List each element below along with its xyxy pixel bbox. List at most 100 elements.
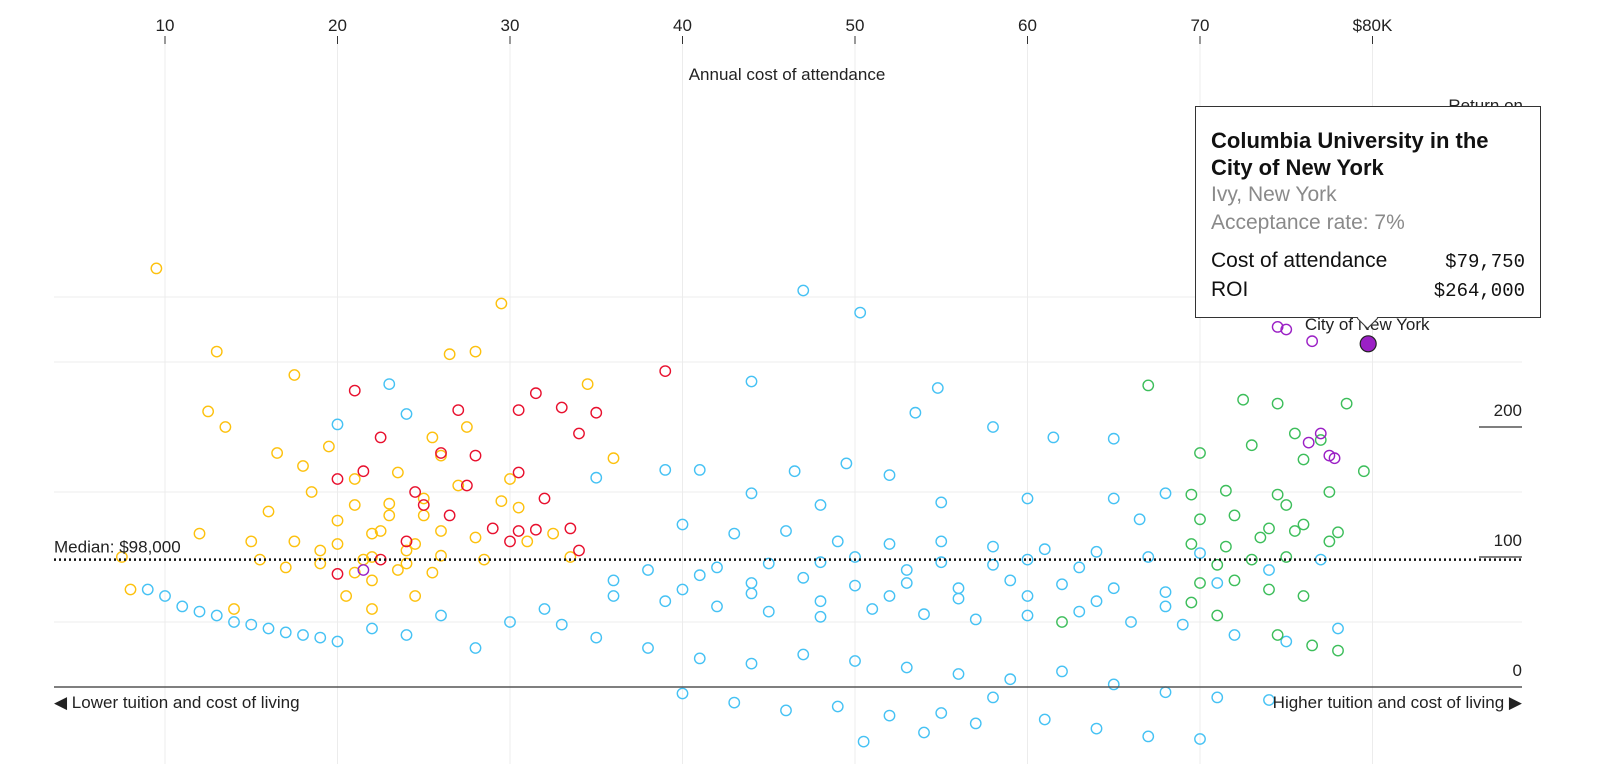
point-3-7[interactable] [1194, 447, 1206, 459]
point-0-15[interactable] [366, 527, 378, 540]
point-2-74[interactable] [1107, 678, 1120, 691]
point-2-5[interactable] [400, 408, 413, 420]
point-2-71[interactable] [952, 668, 965, 680]
point-2-63[interactable] [1332, 622, 1344, 635]
point-2-101[interactable] [297, 629, 309, 641]
point-0-43[interactable] [409, 590, 422, 602]
point-2-89[interactable] [857, 735, 870, 748]
point-2-91[interactable] [969, 717, 982, 730]
point-2-46[interactable] [1211, 577, 1224, 589]
point-3-13[interactable] [1323, 486, 1336, 498]
point-2-57[interactable] [1021, 609, 1034, 622]
point-1-10[interactable] [469, 449, 482, 462]
point-0-56[interactable] [435, 525, 447, 537]
point-2-84[interactable] [987, 691, 999, 704]
point-0-4[interactable] [219, 421, 232, 433]
point-2-7[interactable] [909, 406, 922, 419]
point-2-110[interactable] [538, 603, 551, 615]
point-2-27[interactable] [831, 535, 844, 548]
point-3-31[interactable] [1271, 629, 1284, 641]
point-2-121[interactable] [849, 551, 861, 563]
point-3-1[interactable] [1237, 393, 1250, 406]
point-1-4[interactable] [512, 404, 525, 416]
point-3-9[interactable] [1357, 465, 1370, 478]
point-2-65[interactable] [642, 642, 654, 654]
point-0-28[interactable] [374, 525, 387, 537]
point-2-36[interactable] [693, 569, 706, 582]
point-2-38[interactable] [797, 571, 810, 584]
point-0-47[interactable] [460, 421, 473, 433]
point-3-11[interactable] [1219, 484, 1232, 497]
point-2-79[interactable] [728, 696, 741, 709]
point-0-2[interactable] [495, 297, 508, 310]
point-2-54[interactable] [866, 603, 879, 615]
point-2-114[interactable] [814, 595, 827, 608]
point-2-51[interactable] [711, 600, 723, 613]
point-3-24[interactable] [1323, 535, 1336, 548]
point-2-119[interactable] [1159, 600, 1172, 613]
point-2-39[interactable] [849, 579, 861, 592]
point-0-0[interactable] [150, 262, 163, 275]
point-3-30[interactable] [1211, 609, 1224, 622]
point-1-20[interactable] [512, 525, 525, 537]
point-2-78[interactable] [676, 687, 689, 700]
point-0-9[interactable] [607, 452, 620, 465]
point-0-18[interactable] [417, 509, 430, 522]
point-2-109[interactable] [366, 622, 378, 635]
point-0-25[interactable] [314, 544, 327, 557]
point-3-25[interactable] [1194, 577, 1206, 589]
point-2-102[interactable] [314, 631, 327, 644]
point-2-127[interactable] [987, 558, 999, 571]
point-2-44[interactable] [1107, 582, 1120, 595]
point-2-128[interactable] [1073, 561, 1086, 574]
point-0-38[interactable] [271, 447, 284, 459]
point-0-44[interactable] [348, 499, 361, 511]
point-3-33[interactable] [1332, 644, 1344, 657]
point-2-61[interactable] [1228, 629, 1241, 641]
point-2-18[interactable] [814, 499, 827, 511]
point-2-26[interactable] [780, 525, 792, 537]
point-1-13[interactable] [512, 466, 525, 479]
point-3-21[interactable] [1219, 540, 1232, 553]
point-0-33[interactable] [366, 603, 378, 615]
point-0-54[interactable] [366, 551, 378, 563]
point-2-76[interactable] [1211, 691, 1224, 704]
point-2-72[interactable] [1004, 673, 1017, 686]
point-3-26[interactable] [1228, 574, 1241, 587]
point-1-26[interactable] [504, 535, 516, 548]
point-2-49[interactable] [607, 590, 620, 602]
point-2-58[interactable] [1073, 605, 1086, 618]
point-1-2[interactable] [529, 387, 542, 400]
point-0-40[interactable] [426, 431, 439, 444]
point-2-68[interactable] [797, 648, 810, 661]
point-2-83[interactable] [935, 707, 948, 719]
point-2-55[interactable] [918, 608, 930, 621]
point-2-25[interactable] [728, 527, 741, 540]
point-2-21[interactable] [1107, 492, 1120, 505]
point-1-27[interactable] [400, 535, 413, 548]
point-2-60[interactable] [1176, 618, 1189, 631]
point-2-105[interactable] [504, 616, 516, 628]
point-1-1[interactable] [348, 384, 361, 397]
point-2-96[interactable] [210, 609, 223, 622]
point-0-45[interactable] [391, 466, 404, 479]
point-0-20[interactable] [452, 479, 465, 492]
point-3-36[interactable] [1245, 553, 1258, 566]
point-2-95[interactable] [193, 605, 206, 618]
point-2-70[interactable] [900, 661, 913, 674]
point-0-21[interactable] [469, 531, 482, 544]
point-2-117[interactable] [1021, 590, 1034, 602]
point-3-14[interactable] [1280, 499, 1293, 511]
point-2-69[interactable] [849, 655, 861, 667]
point-0-55[interactable] [400, 557, 413, 570]
point-2-1[interactable] [854, 306, 867, 319]
point-2-10[interactable] [1107, 432, 1120, 445]
point-2-4[interactable] [383, 378, 396, 390]
point-2-30[interactable] [987, 540, 999, 553]
point-2-23[interactable] [1133, 513, 1146, 526]
point-0-49[interactable] [547, 527, 560, 540]
point-2-15[interactable] [693, 463, 706, 476]
point-3-28[interactable] [1297, 590, 1310, 602]
point-2-17[interactable] [745, 487, 758, 500]
point-0-8[interactable] [581, 378, 594, 390]
